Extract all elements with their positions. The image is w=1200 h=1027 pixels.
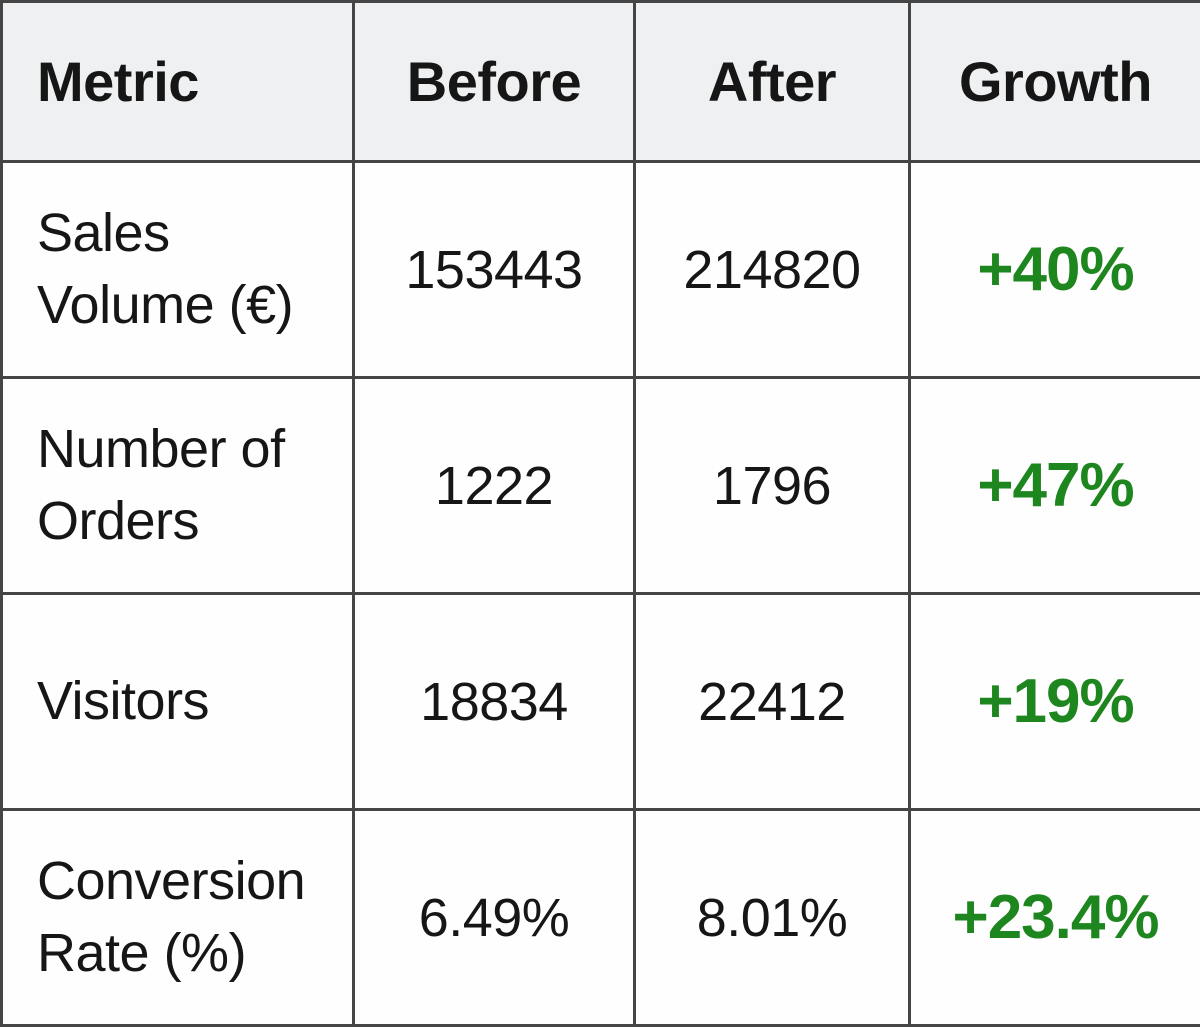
growth-value: +19% bbox=[910, 594, 1200, 810]
before-value: 1222 bbox=[354, 378, 635, 594]
table-header: Metric Before After Growth bbox=[2, 2, 1200, 162]
growth-value: +47% bbox=[910, 378, 1200, 594]
growth-value: +40% bbox=[910, 162, 1200, 378]
column-header-metric: Metric bbox=[2, 2, 354, 162]
before-value: 6.49% bbox=[354, 810, 635, 1026]
growth-value: +23.4% bbox=[910, 810, 1200, 1026]
table-row-sales-volume: Sales Volume (€) 153443 214820 +40% bbox=[2, 162, 1200, 378]
metric-label: Conversion Rate (%) bbox=[2, 810, 354, 1026]
table-body: Sales Volume (€) 153443 214820 +40% Numb… bbox=[2, 162, 1200, 1026]
after-value: 22412 bbox=[635, 594, 910, 810]
metric-label: Sales Volume (€) bbox=[2, 162, 354, 378]
table-row-conversion-rate: Conversion Rate (%) 6.49% 8.01% +23.4% bbox=[2, 810, 1200, 1026]
column-header-before: Before bbox=[354, 2, 635, 162]
before-value: 18834 bbox=[354, 594, 635, 810]
header-row: Metric Before After Growth bbox=[2, 2, 1200, 162]
after-value: 214820 bbox=[635, 162, 910, 378]
metric-label: Visitors bbox=[2, 594, 354, 810]
table-row-orders: Number of Orders 1222 1796 +47% bbox=[2, 378, 1200, 594]
after-value: 1796 bbox=[635, 378, 910, 594]
column-header-growth: Growth bbox=[910, 2, 1200, 162]
table-row-visitors: Visitors 18834 22412 +19% bbox=[2, 594, 1200, 810]
column-header-after: After bbox=[635, 2, 910, 162]
before-value: 153443 bbox=[354, 162, 635, 378]
metric-label: Number of Orders bbox=[2, 378, 354, 594]
after-value: 8.01% bbox=[635, 810, 910, 1026]
